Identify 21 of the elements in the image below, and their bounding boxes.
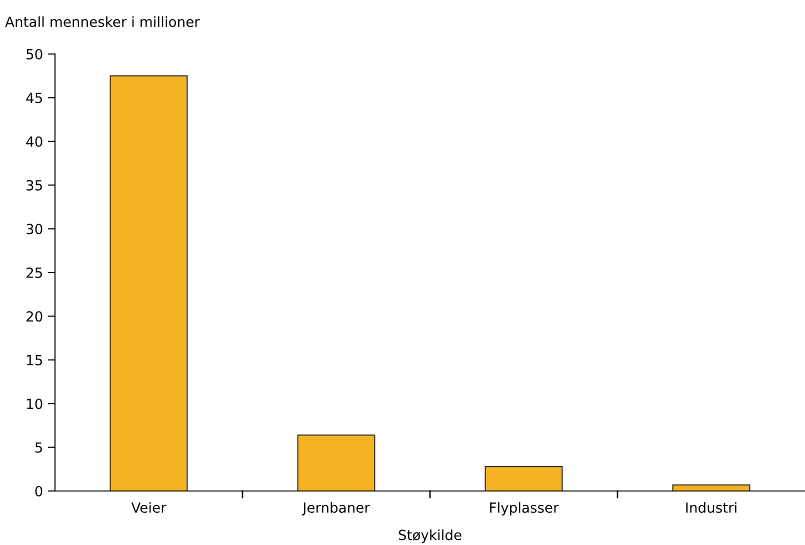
y-tick-label: 35 <box>26 180 42 191</box>
x-tick-label: Jernbaner <box>302 502 370 516</box>
x-axis-title: Støykilde <box>398 529 462 543</box>
bar <box>672 484 750 491</box>
y-tick-label: 45 <box>26 92 42 104</box>
y-tick-label: 20 <box>26 311 42 322</box>
x-tick-label: Veier <box>131 502 166 513</box>
y-tick-label: 25 <box>26 267 42 278</box>
x-tick-label: Flyplasser <box>490 502 559 516</box>
y-tick-label: 40 <box>26 136 42 147</box>
x-tick-label: Industri <box>686 502 736 513</box>
bar <box>297 434 376 491</box>
y-tick-label: 0 <box>35 486 42 496</box>
y-tick-label: 50 <box>26 48 42 60</box>
bar <box>110 75 188 491</box>
y-tick-label: 5 <box>35 442 42 453</box>
y-tick-label: 15 <box>27 355 42 366</box>
y-tick-label: 30 <box>26 224 42 234</box>
y-tick-label: 10 <box>27 398 42 410</box>
bar <box>484 466 563 491</box>
y-axis-title: Antall mennesker i millioner <box>5 16 200 28</box>
